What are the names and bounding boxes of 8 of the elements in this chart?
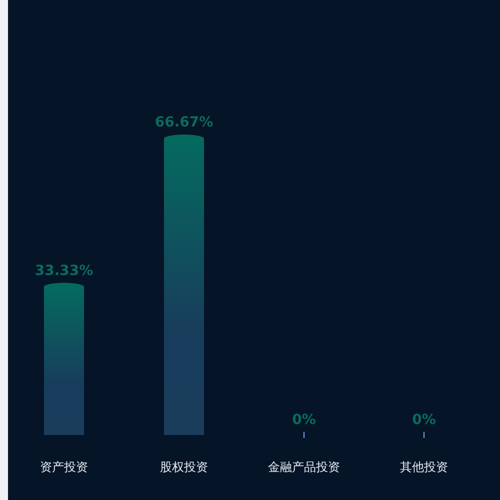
x-tick-label: 股权投资 [160,460,208,474]
data-label: 33.33% [34,262,94,279]
data-label: 0% [292,412,316,428]
data-label: 66.67% [154,114,214,131]
x-tick-label: 金融产品投资 [268,460,340,474]
x-tick-label: 其他投资 [400,460,448,474]
data-label: 0% [412,412,436,428]
x-tick-label: 资产投资 [40,460,88,474]
